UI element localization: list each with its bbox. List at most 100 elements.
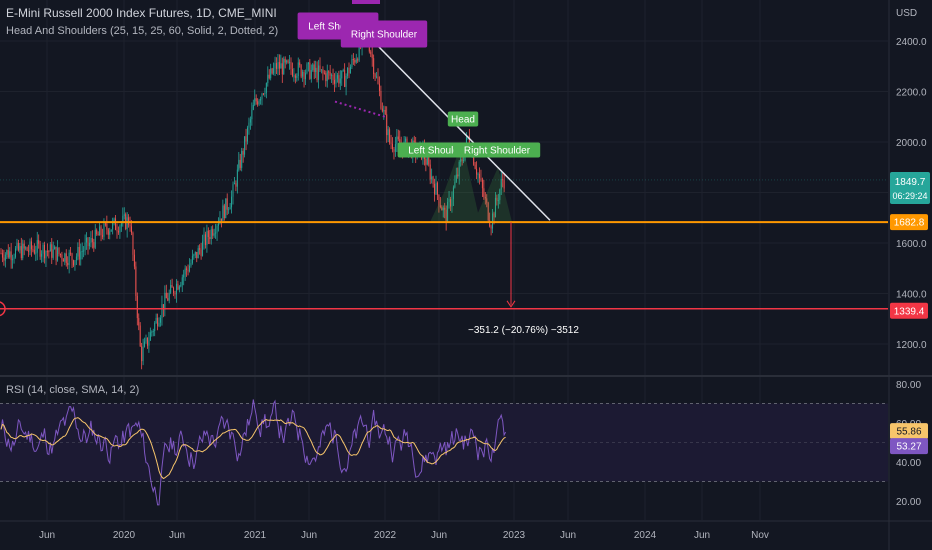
candle-body [374, 74, 376, 77]
candle-body [348, 67, 350, 74]
x-tick-label-2: Jun [169, 530, 185, 541]
candle-body [251, 109, 253, 120]
candle-body [358, 41, 360, 61]
candle-body [481, 179, 483, 189]
candle-body [36, 240, 38, 253]
candle-body [207, 230, 209, 238]
candle-body [103, 223, 105, 237]
candle-body [480, 178, 482, 180]
candle-body [503, 180, 505, 189]
candle-body [74, 260, 76, 266]
candle-body [210, 229, 212, 240]
candle-body [167, 298, 169, 301]
candle-body [58, 247, 60, 254]
candle-body [180, 284, 182, 287]
chart-title: E-Mini Russell 2000 Index Futures, 1D, C… [6, 6, 277, 20]
candle-body [128, 217, 130, 225]
measure-annotation: −351.2 (−20.76%) −3512 [468, 325, 579, 336]
candle-body [59, 253, 61, 255]
candle-body [500, 178, 502, 190]
candle-body [434, 183, 436, 195]
candle-body [252, 104, 254, 110]
x-tick-label-10: Jun [694, 530, 710, 541]
candle-body [20, 246, 22, 259]
candle-body [132, 232, 134, 255]
candle-body [468, 136, 470, 148]
candle-body [99, 226, 101, 236]
candle-body [83, 250, 85, 252]
candle-body [28, 250, 30, 252]
candle-body [206, 230, 208, 246]
candle-body [332, 74, 334, 81]
candle-body [146, 337, 148, 346]
candle-body [193, 254, 195, 256]
candle-body [131, 226, 132, 233]
candle-body [447, 202, 449, 223]
candle-body [448, 199, 450, 203]
candle-body [112, 221, 114, 230]
candle-body [119, 226, 121, 233]
candle-body [254, 98, 256, 105]
candle-body [25, 247, 27, 249]
candle-body [106, 223, 108, 230]
candle-body [116, 229, 118, 232]
candle-body [199, 248, 201, 250]
candle-body [93, 242, 95, 248]
candle-body [29, 241, 31, 252]
candle-body [502, 178, 504, 181]
candle-body [325, 73, 327, 82]
candle-body [81, 250, 83, 252]
candle-body [75, 256, 77, 261]
rsi-sma-tag-box [890, 423, 928, 440]
purple-right-shoulder-label-box [340, 20, 428, 48]
rsi-tick-label-1: 40.00 [896, 458, 921, 469]
candle-body [313, 64, 315, 72]
candle-body [267, 74, 269, 84]
candle-body [479, 174, 480, 179]
candle-body [307, 62, 309, 65]
candle-body [494, 197, 496, 218]
candle-body [88, 242, 90, 247]
candle-body [61, 254, 63, 260]
candle-body [278, 62, 280, 69]
candle-body [283, 58, 285, 75]
candle-body [439, 205, 441, 208]
candle-body [52, 249, 54, 258]
candle-body [1, 253, 3, 258]
candle-body [319, 65, 321, 71]
candle-body [107, 229, 109, 235]
candle-body [248, 122, 250, 128]
candle-body [100, 226, 102, 236]
candle-body [310, 70, 312, 79]
candle-body [160, 317, 161, 323]
candle-body [355, 59, 357, 63]
candle-body [19, 246, 21, 251]
candle-body [445, 209, 447, 223]
candle-body [336, 75, 338, 79]
candle-body [233, 183, 235, 185]
candle-body [326, 71, 328, 82]
candle-body [45, 251, 47, 259]
candle-body [431, 176, 433, 180]
candle-body [490, 226, 492, 229]
candle-body [91, 237, 93, 243]
candle-body [247, 127, 248, 142]
candle-body [244, 136, 246, 155]
candle-body [126, 217, 128, 230]
candle-body [129, 224, 131, 227]
candle-body [48, 251, 50, 253]
candle-body [67, 262, 69, 266]
candle-body [161, 304, 163, 318]
price-tick-label-2: 1600.0 [896, 239, 927, 250]
candle-body [273, 68, 275, 74]
candle-body [474, 164, 476, 169]
candle-body [136, 295, 138, 319]
indicator-label[interactable]: Head And Shoulders (25, 15, 25, 60, Soli… [6, 25, 279, 37]
candle-body [389, 129, 391, 143]
candle-body [97, 234, 99, 236]
candle-body [71, 253, 73, 261]
candle-body [493, 213, 495, 218]
rsi-label[interactable]: RSI (14, close, SMA, 14, 2) [6, 384, 140, 396]
candle-body [16, 242, 18, 249]
